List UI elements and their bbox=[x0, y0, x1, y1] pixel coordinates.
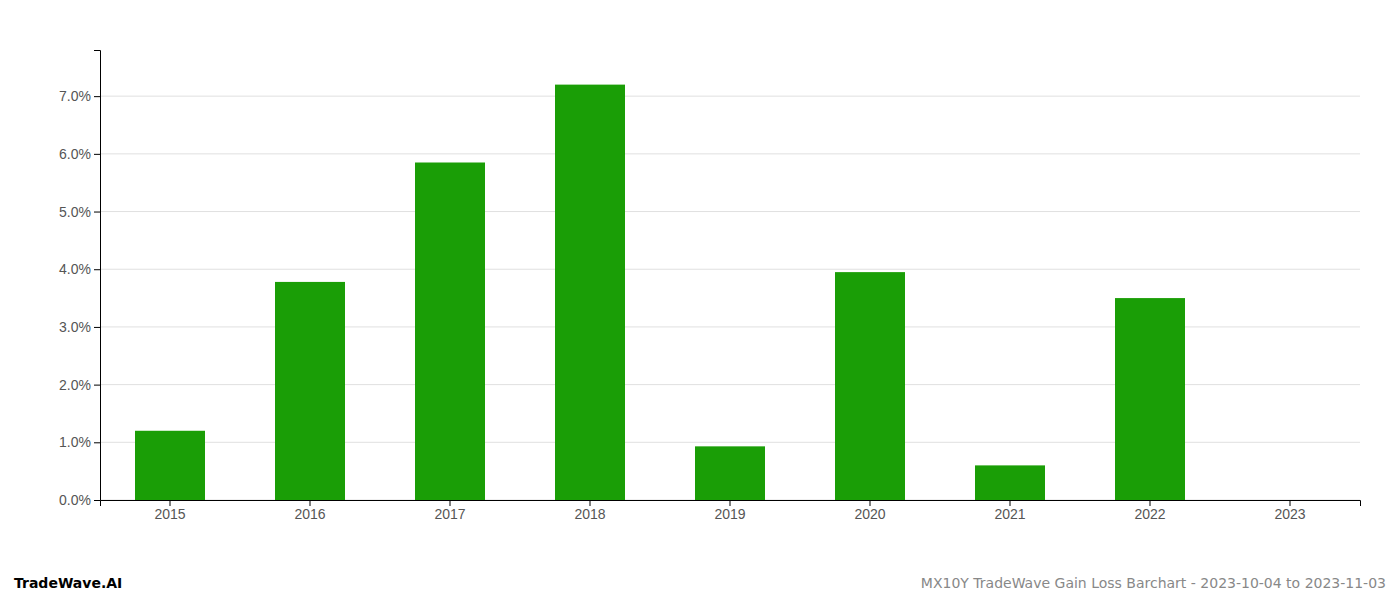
annotation: MX10Y TradeWave Gain Loss Barchart - 202… bbox=[921, 575, 1386, 591]
bar bbox=[275, 282, 345, 500]
bar bbox=[415, 163, 485, 501]
y-tick: 1.0% bbox=[59, 434, 100, 450]
x-tick-label: 2017 bbox=[434, 506, 465, 522]
x-tick-label: 2022 bbox=[1134, 506, 1165, 522]
x-tick-label: 2018 bbox=[574, 506, 605, 522]
grid-line bbox=[100, 96, 1360, 97]
y-tick: 3.0% bbox=[59, 319, 100, 335]
grid-line bbox=[100, 269, 1360, 270]
y-tick-mark bbox=[94, 385, 100, 386]
x-tick-label: 2015 bbox=[154, 506, 185, 522]
y-tick: 2.0% bbox=[59, 377, 100, 393]
x-tick: 2018 bbox=[574, 500, 605, 522]
x-tick: 2022 bbox=[1134, 500, 1165, 522]
x-tick-label: 2023 bbox=[1274, 506, 1305, 522]
x-tick: 2023 bbox=[1274, 500, 1305, 522]
y-tick-mark bbox=[94, 154, 100, 155]
bar bbox=[695, 446, 765, 500]
y-tick-mark bbox=[94, 327, 100, 328]
chart: 0.0% 1.0% 2.0% 3.0% 4.0% 5.0% 6.0% 7.0% 2015 2016… bbox=[0, 0, 1400, 600]
bar bbox=[1115, 298, 1185, 500]
y-tick: 6.0% bbox=[59, 146, 100, 162]
y-tick: 7.0% bbox=[59, 88, 100, 104]
x-tick-label: 2021 bbox=[994, 506, 1025, 522]
x-tick: 2015 bbox=[154, 500, 185, 522]
bar bbox=[975, 465, 1045, 500]
x-tick: 2017 bbox=[434, 500, 465, 522]
x-tick-label: 2020 bbox=[854, 506, 885, 522]
y-tick-label: 3.0% bbox=[59, 319, 91, 335]
x-tick: 2020 bbox=[854, 500, 885, 522]
x-tick: 2021 bbox=[994, 500, 1025, 522]
y-axis: 0.0% 1.0% 2.0% 3.0% 4.0% 5.0% 6.0% 7.0% bbox=[59, 51, 100, 508]
y-tick: 5.0% bbox=[59, 204, 100, 220]
grid-line bbox=[100, 153, 1360, 154]
y-tick-mark bbox=[94, 500, 100, 501]
y-tick-label: 5.0% bbox=[59, 204, 91, 220]
y-tick-mark bbox=[94, 96, 100, 97]
x-tick-label: 2019 bbox=[714, 506, 745, 522]
y-tick-label: 7.0% bbox=[59, 88, 91, 104]
y-tick-mark bbox=[94, 442, 100, 443]
y-tick-label: 1.0% bbox=[59, 434, 91, 450]
y-tick-label: 0.0% bbox=[59, 492, 91, 508]
annotation: TradeWave.AI bbox=[14, 575, 122, 591]
y-tick-label: 4.0% bbox=[59, 261, 91, 277]
y-tick-label: 6.0% bbox=[59, 146, 91, 162]
bar bbox=[135, 431, 205, 500]
bar bbox=[555, 85, 625, 500]
y-tick: 0.0% bbox=[59, 492, 100, 508]
y-tick-label: 2.0% bbox=[59, 377, 91, 393]
y-tick-mark bbox=[94, 212, 100, 213]
x-tick: 2016 bbox=[294, 500, 325, 522]
y-axis-line bbox=[94, 51, 101, 501]
x-tick-label: 2016 bbox=[294, 506, 325, 522]
grid bbox=[100, 96, 1360, 500]
grid-line bbox=[100, 211, 1360, 212]
x-axis: 2015 2016 2017 2018 2019 2020 2021 2022 2023 bbox=[101, 500, 1361, 522]
bar bbox=[835, 272, 905, 500]
bar bbox=[1255, 500, 1325, 501]
plot: 0.0% 1.0% 2.0% 3.0% 4.0% 5.0% 6.0% 7.0% 2015 2016… bbox=[59, 51, 1360, 522]
x-tick: 2019 bbox=[714, 500, 745, 522]
bars bbox=[135, 85, 1185, 500]
y-tick: 4.0% bbox=[59, 261, 100, 277]
y-tick-mark bbox=[94, 269, 100, 270]
